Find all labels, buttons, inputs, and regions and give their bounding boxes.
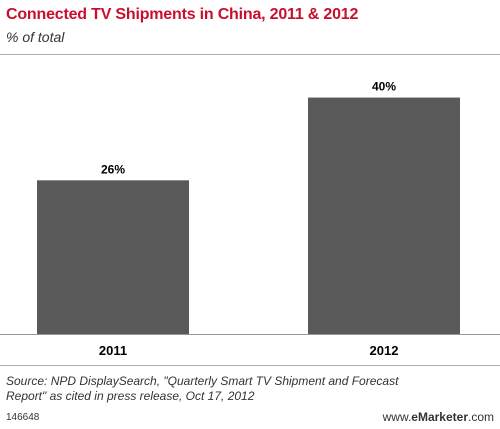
brand-prefix: www. [382, 410, 412, 424]
data-label-2012: 40% [372, 80, 396, 94]
chart-subtitle: % of total [6, 29, 65, 45]
source-line-2: Report" as cited in press release, Oct 1… [6, 389, 255, 403]
chart-id: 146648 [6, 412, 40, 423]
brand-suffix: .com [467, 410, 494, 424]
chart-title: Connected TV Shipments in China, 2011 & … [6, 6, 359, 23]
x-tick-label-2011: 2011 [99, 343, 127, 358]
bar-2011 [37, 180, 189, 334]
plot-area: 26% 2011 40% 2012 [0, 54, 500, 366]
source-line-1: Source: NPD DisplaySearch, "Quarterly Sm… [6, 374, 399, 388]
bar-chart: 26% 2011 40% 2012 [0, 54, 500, 366]
bar-2012 [308, 97, 460, 334]
source-note: Source: NPD DisplaySearch, "Quarterly Sm… [6, 374, 398, 404]
brand-url: www.eMarketer.com [383, 410, 494, 424]
data-label-2011: 26% [101, 162, 125, 176]
brand-name: eMarketer [411, 410, 468, 424]
x-tick-label-2012: 2012 [370, 343, 399, 358]
